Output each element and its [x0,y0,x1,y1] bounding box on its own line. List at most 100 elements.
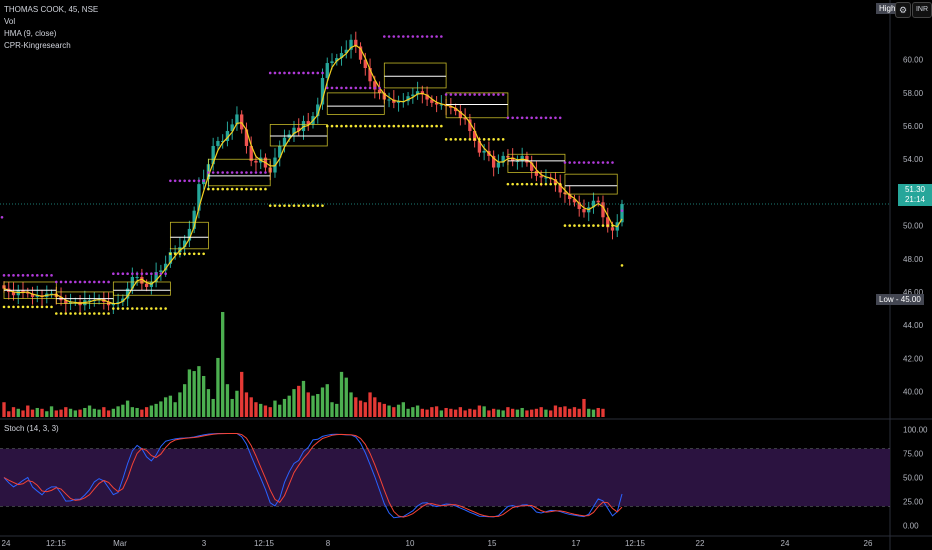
price-tick-label: 56.00 [903,122,924,131]
volume-bar [549,410,553,417]
cpr-resistance-dot [592,161,595,164]
cpr-support-dot [601,224,605,227]
cpr-support-dot [363,124,367,128]
cpr-resistance-dot [131,272,134,275]
currency-button[interactable]: INR [912,2,932,18]
hma-line [3,44,623,305]
volume-bar [282,398,287,417]
volume-bar [392,407,396,417]
volume-bar [530,409,534,417]
cpr-resistance-dot [568,161,572,164]
cpr-resistance-dot [230,171,234,174]
volume-bar [259,403,263,417]
cpr-resistance-dot [207,171,210,174]
volume-bar [11,407,16,417]
cpr-resistance-dot [21,274,25,277]
volume-bar [553,405,558,417]
cpr-support-dot [321,204,324,207]
cpr-support-dot [444,138,448,141]
volume-bar [434,406,439,417]
price-tick-label: 48.00 [903,255,924,264]
volume-bar [515,409,520,417]
cpr-resistance-dot [482,93,486,96]
cpr-resistance-dot [164,272,167,275]
cpr-resistance-dot [620,209,624,212]
legend-symbol[interactable]: THOMAS COOK, 45, NSE [4,5,99,14]
volume-bar [344,377,348,417]
candle-body [387,99,391,101]
candle-body [249,145,253,161]
cpr-support-dot [387,124,391,128]
cpr-support-dot [126,307,129,310]
time-tick-label: 8 [326,539,331,548]
cpr-resistance-dot [539,116,543,120]
cpr-resistance-dot [335,86,339,90]
volume-bar [140,409,144,417]
cpr-support-dot [150,307,153,310]
cpr-support-dot [454,138,457,141]
cpr-resistance-dot [354,86,358,90]
volume-bar [591,409,596,417]
cpr-support-dot [425,124,429,128]
cpr-support-dot [497,138,500,141]
volume-bar [92,408,96,417]
volume-bar [335,403,339,417]
candle-body [178,247,182,253]
candle-body [154,272,158,282]
volume-bar [568,408,572,417]
cpr-support-dot [121,307,125,310]
candle-body [558,184,562,193]
candle-body [458,111,463,118]
volume-bar [235,390,239,417]
volume-bar [35,407,39,417]
candle-body [368,68,372,82]
volume-bar [325,384,329,417]
cpr-box [112,281,171,296]
time-tick-label: Mar [113,539,127,548]
cpr-resistance-dot [406,35,410,38]
candle-body [396,101,401,103]
volume-bar [230,398,234,417]
cpr-support-dot [78,312,82,315]
cpr-resistance-dot [35,274,39,277]
cpr-resistance-dot [425,35,429,38]
cpr-support-dot [430,124,434,128]
cpr-support-dot [240,187,243,191]
candle-body [235,114,239,125]
candle-body [449,106,453,108]
volume-bar [54,410,58,417]
volume-bar [339,371,344,417]
volume-bar [225,384,230,417]
settings-button[interactable]: ⚙ [895,2,911,18]
cpr-support-dot [344,124,348,128]
cpr-resistance-dot [387,35,391,38]
candle-body [325,63,329,78]
price-tick-label: 46.00 [903,288,924,297]
cpr-support-dot [93,312,96,315]
candle-body [254,160,258,163]
legend-vol[interactable]: Vol [4,17,16,26]
candle-body [477,140,482,153]
cpr-resistance-dot [511,116,514,120]
volume-bar [482,406,486,417]
cpr-resistance-dot [140,272,144,275]
volume-bar [197,366,201,417]
cpr-support-dot [21,305,25,309]
cpr-support-dot [378,124,381,128]
cpr-support-dot [492,138,495,141]
candle-body [168,252,173,264]
cpr-resistance-dot [435,35,438,38]
volume-bar [320,387,325,417]
cpr-resistance-dot [463,93,467,96]
stoch-legend[interactable]: Stoch (14, 3, 3) [4,424,59,433]
candle-body [501,155,505,163]
cpr-box [269,124,328,147]
volume-bar [311,395,315,417]
volume-bar [49,406,54,417]
cpr-resistance-dot [121,272,125,275]
legend-hma[interactable]: HMA (9, close) [4,29,57,38]
cpr-support-dot [330,124,334,128]
legend-cpr[interactable]: CPR-Kingresearch [4,41,71,50]
candle-body [221,140,225,142]
